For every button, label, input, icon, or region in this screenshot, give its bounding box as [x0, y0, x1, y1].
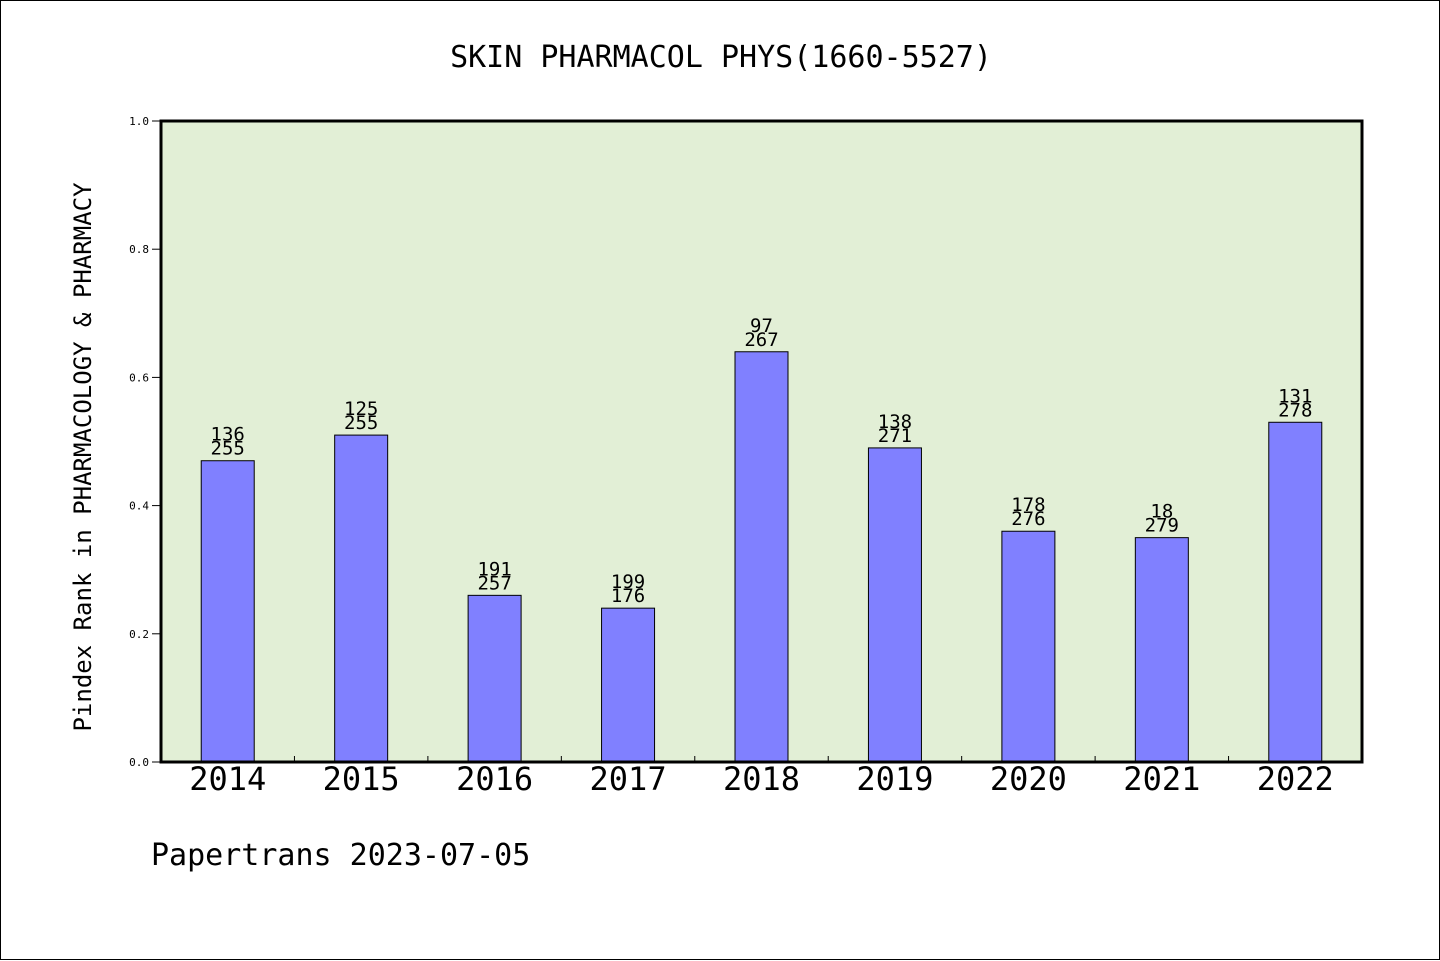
- bar: [200, 460, 255, 763]
- y-tick-label: 0.6: [129, 371, 149, 384]
- data-label-top: 125: [344, 398, 378, 420]
- data-label-bottom: 257: [477, 572, 511, 594]
- data-label-top: 131: [1278, 385, 1312, 407]
- data-label-top: 191: [477, 558, 511, 580]
- x-tick-label: 2020: [990, 760, 1067, 798]
- data-label-bottom: 176: [611, 585, 645, 607]
- x-tick-label: 2021: [1123, 760, 1200, 798]
- y-tick-label: 0.8: [129, 243, 149, 256]
- y-tick-label: 0.2: [129, 628, 149, 641]
- data-label-bottom: 271: [878, 425, 912, 447]
- x-tick-label: 2015: [323, 760, 400, 798]
- footer-text: Papertrans 2023-07-05: [151, 838, 530, 873]
- y-tick-label: 1.0: [129, 115, 149, 128]
- data-label-top: 178: [1011, 494, 1045, 516]
- data-label-bottom: 255: [344, 412, 378, 434]
- data-label-bottom: 278: [1278, 399, 1312, 421]
- data-label-top: 136: [211, 424, 245, 446]
- x-tick-label: 2016: [456, 760, 533, 798]
- plot-border: [159, 119, 1364, 764]
- bar: [601, 607, 656, 763]
- y-tick-label: 0.4: [129, 500, 149, 513]
- bar: [1001, 530, 1056, 763]
- bar: [867, 447, 922, 763]
- x-tick-label: 2019: [856, 760, 933, 798]
- x-tick-label: 2017: [590, 760, 667, 798]
- data-label-bottom: 276: [1011, 508, 1045, 530]
- data-label-bottom: 267: [744, 329, 778, 351]
- data-label-top: 18: [1150, 501, 1173, 523]
- data-label-top: 138: [878, 411, 912, 433]
- x-tick-label: 2014: [189, 760, 266, 798]
- data-label-bottom: 279: [1145, 515, 1179, 537]
- x-tick-label: 2018: [723, 760, 800, 798]
- y-axis-label: Pindex Rank in PHARMACOLOGY & PHARMACY: [69, 182, 97, 732]
- x-tick-label: 2022: [1257, 760, 1334, 798]
- data-label-top: 97: [750, 315, 773, 337]
- bar: [1134, 537, 1189, 763]
- bar: [467, 594, 522, 763]
- chart-title: SKIN PHARMACOL PHYS(1660-5527): [450, 40, 992, 75]
- data-label-bottom: 255: [211, 438, 245, 460]
- bar: [1268, 421, 1323, 763]
- bar: [334, 434, 389, 763]
- data-label-top: 199: [611, 571, 645, 593]
- bar: [734, 351, 789, 763]
- y-tick-label: 0.0: [129, 756, 149, 769]
